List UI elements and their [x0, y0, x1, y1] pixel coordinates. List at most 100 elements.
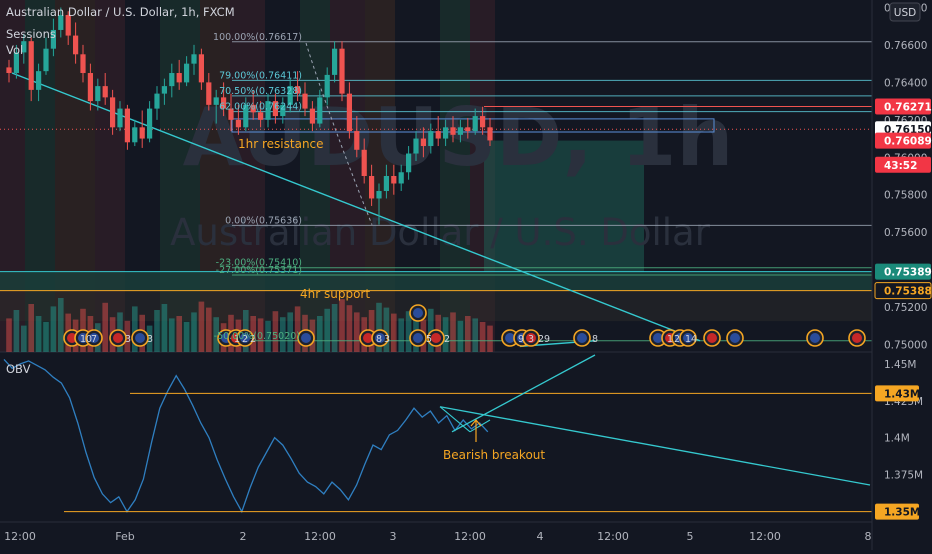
time-tick-label: 5 [687, 530, 694, 543]
volume-bar [465, 316, 471, 352]
price-tag [874, 282, 932, 300]
event-count: 10 [80, 334, 92, 345]
event-flag-icon [431, 333, 441, 343]
volume-bar [213, 317, 219, 352]
candle-body [191, 54, 197, 64]
event-flag-icon [113, 333, 123, 343]
price-tick-label: 0.76600 [884, 40, 927, 52]
volume-bar [479, 322, 486, 352]
event-flag-icon [577, 333, 587, 343]
candle-body [302, 93, 308, 109]
price-tick-label: 0.76400 [884, 77, 927, 89]
position-target-zone [484, 140, 644, 272]
event-flag-icon [89, 333, 99, 343]
candle-body [206, 82, 212, 105]
volume-bar [146, 325, 153, 352]
candle-body [124, 108, 130, 143]
currency-badge-label: USD [894, 7, 916, 19]
indicator-legend-sessions[interactable]: Sessions [6, 27, 56, 41]
fib-level-label: -23.00%(0.75410) [216, 258, 302, 269]
fib-level-label: 100.00%(0.76617) [213, 32, 302, 43]
volume-bar [391, 313, 397, 352]
event-count: 2 [242, 334, 248, 345]
event-count: 3 [528, 334, 534, 345]
volume-bar [442, 317, 449, 352]
candle-body [413, 138, 419, 154]
event-flag-icon [78, 333, 88, 343]
candle-body [6, 67, 12, 74]
candle-body [13, 52, 19, 74]
obv-wedge-line [439, 406, 471, 433]
volume-bar [398, 318, 404, 352]
volume-bar [161, 304, 168, 352]
volume-bar [324, 308, 330, 352]
candle-body [332, 48, 338, 75]
price-tag [875, 98, 931, 115]
event-count: 29 [538, 334, 550, 345]
event-count: 5 [426, 334, 432, 345]
candle-body [428, 131, 434, 147]
time-tick-label: 2 [240, 530, 247, 543]
volume-bar [346, 305, 353, 352]
candle-body [406, 153, 412, 173]
candle-body [361, 149, 367, 176]
event-count: 8 [592, 334, 598, 345]
event-count: 2 [444, 334, 450, 345]
candle-body [339, 48, 345, 94]
candle-body [235, 119, 241, 128]
event-count: 3 [125, 334, 131, 345]
annotation-4hr-support: 4hr support [300, 287, 370, 301]
candle-body [272, 101, 278, 117]
event-flag-icon [413, 308, 423, 318]
candle-body [213, 97, 219, 105]
time-tick-label: 12:00 [454, 530, 486, 543]
volume-bar [50, 306, 57, 352]
price-tag [875, 263, 931, 280]
volume-bar [472, 318, 478, 352]
support-zone [0, 271, 872, 291]
price-tick-label: 0.75600 [884, 227, 927, 239]
obv-rising-line [451, 354, 596, 433]
volume-bar [376, 302, 382, 352]
fib-level-label: 79.00%(0.76411) [219, 70, 302, 81]
event-flag-icon [240, 333, 250, 343]
time-tick-label: Feb [115, 530, 134, 543]
candle-body [36, 71, 42, 90]
indicator-legend-vol[interactable]: Vol [6, 43, 23, 57]
candle-body [391, 176, 397, 184]
volume-bar [21, 325, 27, 352]
candle-body [443, 127, 449, 139]
currency-badge[interactable] [889, 2, 921, 22]
candle-body [169, 73, 175, 87]
fib-level-label: 70.50%(0.76328) [219, 86, 302, 97]
price-tag-label: 0.75389 [884, 267, 932, 279]
candle-body [280, 104, 286, 117]
candle-body [265, 101, 271, 120]
time-tick-label: 12:00 [304, 530, 336, 543]
volume-bar [198, 301, 205, 352]
event-flag-icon [505, 333, 515, 343]
event-flag-icon [653, 333, 663, 343]
event-count: 1 [667, 334, 673, 345]
obv-tag-label: 1.35M [884, 507, 920, 519]
volume-bar [339, 299, 345, 352]
candle-body [258, 112, 264, 120]
candle-body [369, 176, 375, 199]
obv-legend[interactable]: OBV [6, 362, 31, 376]
obv-tag-label: 1.43M [884, 388, 920, 400]
volume-bar [317, 316, 323, 352]
candle-body [73, 35, 79, 55]
candle-body [161, 86, 167, 94]
volume-bar [43, 322, 49, 352]
obv-line [3, 358, 489, 514]
obv-descending-line [439, 406, 871, 486]
volume-bar [183, 322, 190, 352]
candle-body [139, 127, 145, 139]
fib-level-label: 62.00%(0.76244) [219, 102, 302, 113]
candle-body [65, 14, 71, 36]
volume-bar [257, 318, 264, 352]
candle-body [480, 116, 486, 128]
support-zone-lower [0, 290, 872, 322]
